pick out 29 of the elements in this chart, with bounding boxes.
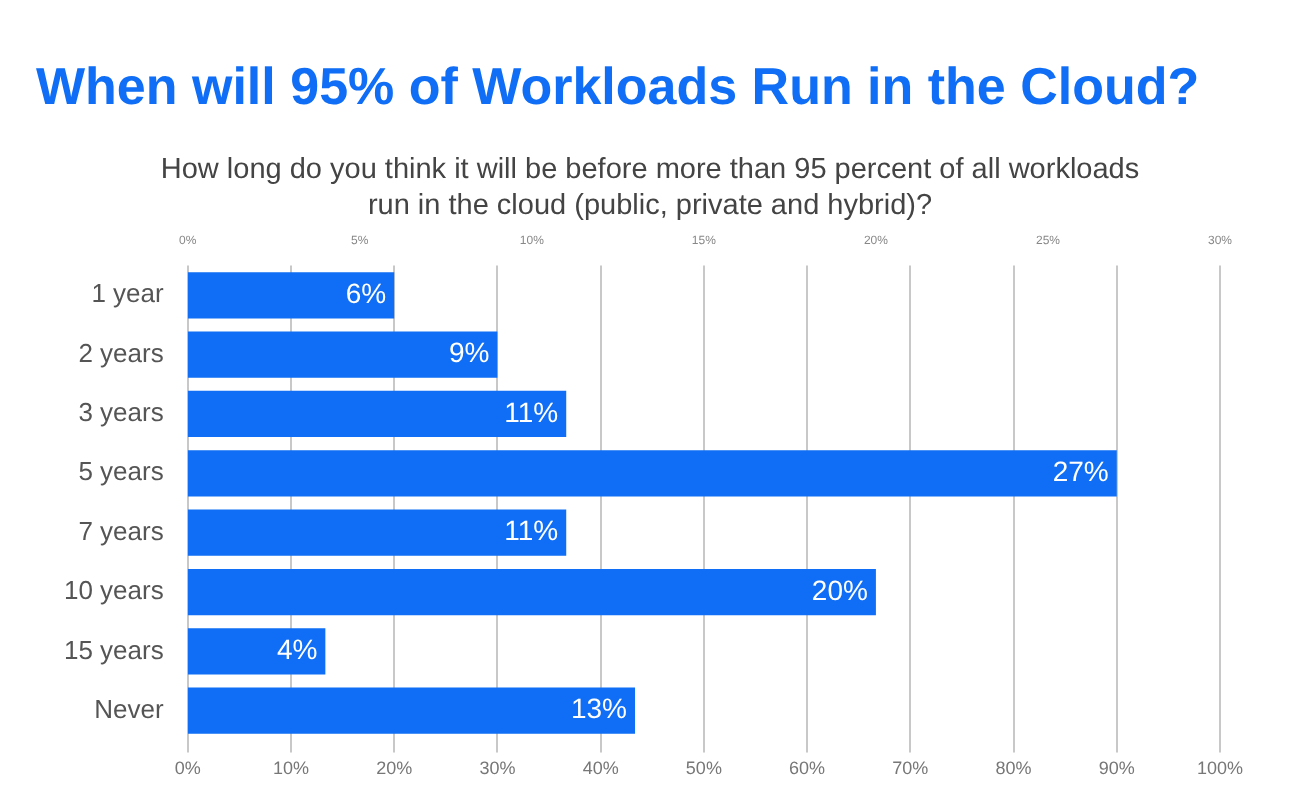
data-label: 4% [276, 633, 318, 666]
y-tick-label: 15 years [63, 634, 165, 665]
data-label: 27% [1052, 455, 1109, 488]
x-tick-label: 10% [272, 758, 309, 779]
x-tick-label: 60% [789, 758, 826, 779]
data-label: 6% [345, 276, 387, 309]
x-tick-label: 100% [1196, 758, 1244, 779]
x-tick-label: 90% [1098, 758, 1135, 779]
x-tick-label: 70% [892, 758, 929, 779]
x-tick-label: 0% [174, 758, 201, 779]
x-tick-label: 20% [376, 758, 413, 779]
x-tick-label: 50% [685, 758, 722, 779]
data-label: 13% [570, 692, 628, 725]
y-tick-label: Never [94, 693, 166, 724]
x-tick-label: 80% [995, 758, 1032, 779]
y-tick-label: 3 years [78, 397, 165, 428]
y-tick-label: 10 years [63, 575, 165, 606]
chart-title: When will 95% of Workloads Run in the Cloud? [36, 56, 1200, 118]
data-label: 20% [811, 573, 868, 606]
y-tick-label: 7 years [78, 515, 165, 546]
data-label: 11% [504, 514, 559, 547]
y-tick-label: 5 years [78, 456, 165, 487]
data-label: 9% [448, 336, 490, 369]
x-tick-label: 30% [479, 758, 516, 779]
chart-subtitle: How long do you think it will be before more than 95 percent of all workloads run in the cloud (public, private and hybrid)? [158, 152, 1142, 224]
x-tick-label: 40% [582, 758, 619, 779]
y-tick-label: 2 years [78, 337, 165, 368]
data-label: 11% [504, 395, 559, 428]
y-tick-label: 1 year [91, 278, 166, 309]
